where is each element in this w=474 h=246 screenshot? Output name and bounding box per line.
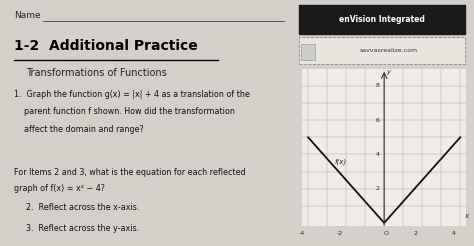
Text: x: x xyxy=(464,213,468,219)
Text: 6: 6 xyxy=(375,118,379,123)
Text: 2.  Reflect across the x-axis.: 2. Reflect across the x-axis. xyxy=(26,203,139,212)
Text: parent function f shown. How did the transformation: parent function f shown. How did the tra… xyxy=(14,108,235,116)
Text: O: O xyxy=(384,231,389,236)
Text: -4: -4 xyxy=(298,231,305,236)
Text: 4: 4 xyxy=(375,152,379,157)
Text: graph of f(x) = x² − 4?: graph of f(x) = x² − 4? xyxy=(14,184,105,193)
Text: 8: 8 xyxy=(375,83,379,89)
Text: For Items 2 and 3, what is the equation for each reflected: For Items 2 and 3, what is the equation … xyxy=(14,168,246,177)
Text: 4: 4 xyxy=(452,231,456,236)
Text: 2: 2 xyxy=(375,186,379,191)
Text: Transformations of Functions: Transformations of Functions xyxy=(26,68,167,77)
Text: affect the domain and range?: affect the domain and range? xyxy=(14,125,144,134)
Text: Name: Name xyxy=(14,12,41,20)
Text: -2: -2 xyxy=(337,231,343,236)
Text: 1-2  Additional Practice: 1-2 Additional Practice xyxy=(14,39,198,52)
Text: 1.  Graph the function g(x) = |x| + 4 as a translation of the: 1. Graph the function g(x) = |x| + 4 as … xyxy=(14,90,250,99)
Text: enVision Integrated: enVision Integrated xyxy=(338,15,425,24)
Bar xyxy=(299,37,465,64)
Text: savvasrealize.com: savvasrealize.com xyxy=(360,48,418,53)
Text: 3.  Reflect across the y-axis.: 3. Reflect across the y-axis. xyxy=(26,224,139,233)
Bar xyxy=(299,5,465,34)
Text: 2: 2 xyxy=(413,231,418,236)
Text: y: y xyxy=(386,69,391,75)
Bar xyxy=(301,44,315,60)
Text: f(x): f(x) xyxy=(335,158,347,165)
